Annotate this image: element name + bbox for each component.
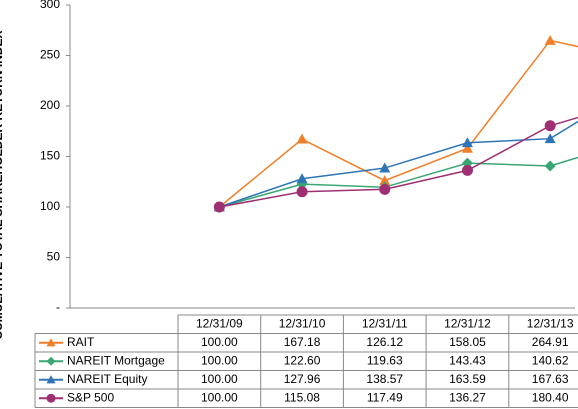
table-value: 100.00 xyxy=(201,390,238,404)
point xyxy=(379,175,391,186)
table-value: 119.63 xyxy=(367,353,403,367)
legend-marker xyxy=(46,375,56,384)
point xyxy=(461,137,473,148)
table-value: 264.91 xyxy=(532,335,569,349)
y-tick-label: 100 xyxy=(40,199,60,213)
table-value: 100.00 xyxy=(201,335,238,349)
table-value: 127.96 xyxy=(284,372,321,386)
table-value: 117.49 xyxy=(367,390,403,404)
point xyxy=(544,133,556,144)
y-tick-label: - xyxy=(56,300,60,314)
x-tick-label: 12/31/12 xyxy=(444,316,491,330)
legend-label: NAREIT Equity xyxy=(67,372,147,386)
table-value: 143.43 xyxy=(449,353,486,367)
table-value: 140.62 xyxy=(532,353,569,367)
point xyxy=(544,120,556,132)
legend-marker xyxy=(46,338,56,347)
y-tick-label: 50 xyxy=(47,250,61,264)
legend-marker xyxy=(46,356,56,366)
legend-label: NAREIT Mortgage xyxy=(67,353,165,367)
series-line xyxy=(219,116,578,208)
point xyxy=(379,162,391,173)
series-line xyxy=(219,120,578,208)
table-value: 122.60 xyxy=(284,353,321,367)
table-value: 167.63 xyxy=(532,372,569,386)
y-tick-label: 150 xyxy=(40,149,60,163)
point xyxy=(296,173,308,184)
table-value: 126.12 xyxy=(366,335,403,349)
table-value: 136.27 xyxy=(449,390,486,404)
y-tick-label: 200 xyxy=(40,98,60,112)
table-value: 100.00 xyxy=(201,372,238,386)
y-tick-label: 250 xyxy=(40,48,60,62)
table-value: 115.08 xyxy=(284,390,320,404)
table-value: 158.05 xyxy=(449,335,486,349)
x-tick-label: 12/31/11 xyxy=(362,316,408,330)
table-value: 167.18 xyxy=(284,335,321,349)
x-tick-label: 12/31/10 xyxy=(279,316,326,330)
table-value: 100.00 xyxy=(201,353,238,367)
point xyxy=(461,164,473,176)
table-value: 163.59 xyxy=(449,372,486,386)
x-tick-label: 12/31/09 xyxy=(196,316,243,330)
x-tick-label: 12/31/13 xyxy=(527,316,574,330)
point xyxy=(461,142,473,153)
legend-label: RAIT xyxy=(67,335,95,349)
point xyxy=(544,160,556,172)
legend-label: S&P 500 xyxy=(67,390,114,404)
series-line xyxy=(219,156,578,208)
point xyxy=(213,201,225,213)
series-line xyxy=(218,39,578,208)
point xyxy=(544,34,556,45)
legend-marker xyxy=(46,393,56,403)
table-value: 138.57 xyxy=(366,372,403,386)
table-value: 180.40 xyxy=(532,390,569,404)
point xyxy=(296,186,308,198)
y-axis-label: CUMULATIVE TOTAL SHAREHOLDER RETURN INDE… xyxy=(0,30,5,340)
point xyxy=(296,133,308,144)
point xyxy=(379,183,391,195)
y-tick-label: 300 xyxy=(40,0,60,11)
